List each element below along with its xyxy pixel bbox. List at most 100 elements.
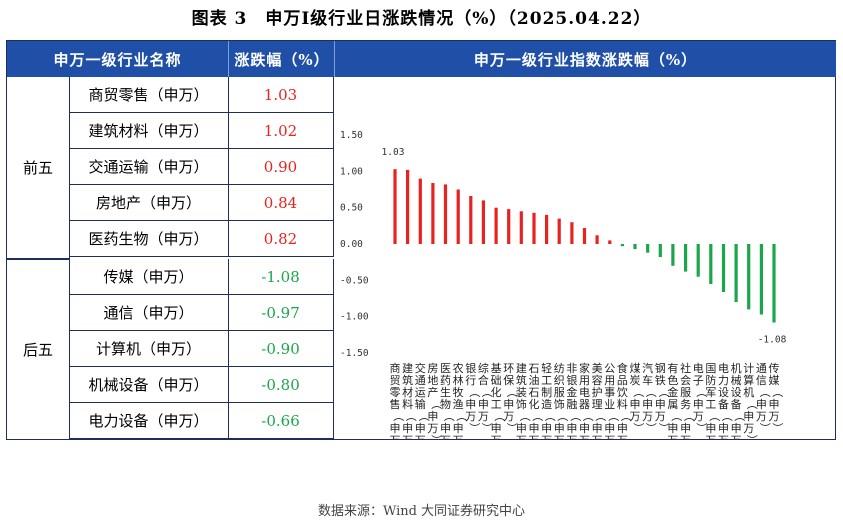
category-label-char: 申 xyxy=(667,422,678,435)
category-label-char: （ xyxy=(657,387,670,398)
y-tick-label: -1.50 xyxy=(340,348,369,359)
category-label-char: 万 xyxy=(541,434,552,439)
category-label-char: 万 xyxy=(579,434,590,439)
category-label-char: 铁 xyxy=(655,374,666,387)
change-pct: -0.80 xyxy=(228,367,334,403)
category-label-char: 申 xyxy=(516,422,527,435)
category-label-char: 万 xyxy=(592,434,603,439)
category-label-char: 械 xyxy=(731,373,742,387)
category-label-char: （ xyxy=(632,387,645,398)
category-label-char: 事 xyxy=(604,386,615,399)
category-label-char: 传 xyxy=(769,362,780,375)
category-label-char: 申 xyxy=(718,422,729,435)
category-label-char: （ xyxy=(771,387,784,398)
category-label-char: 万 xyxy=(642,410,653,423)
category-label-char: 万 xyxy=(465,410,476,423)
table-row: 计算机（申万） -0.90 xyxy=(69,331,334,367)
category-label-char: （ xyxy=(695,387,708,398)
category-label-char: 机 xyxy=(731,361,742,375)
category-label-char: 贸 xyxy=(390,374,401,387)
category-label-char: 申 xyxy=(769,398,780,411)
category-label-char: 工 xyxy=(541,374,552,387)
category-label-char: 商 xyxy=(390,361,401,375)
chart-title: 申万一级行业指数涨跌幅（%） xyxy=(334,41,836,77)
category-label-char: 万 xyxy=(731,434,742,439)
category-label-char: 钢 xyxy=(655,362,666,375)
category-label-char: 织 xyxy=(554,374,565,387)
category-label-char: 申 xyxy=(592,422,603,435)
category-label-char: 电 xyxy=(579,386,590,399)
category-label-char: ） xyxy=(746,435,759,440)
category-label-char: 申 xyxy=(705,422,716,435)
category-label-char: ） xyxy=(632,423,645,434)
industry-name: 通信（申万） xyxy=(69,295,229,331)
category-label-char: 万 xyxy=(667,434,678,439)
category-label-char: ） xyxy=(506,423,519,434)
category-label-char: 万 xyxy=(604,434,615,439)
bar xyxy=(532,212,536,244)
category-label-char: 通 xyxy=(415,374,426,387)
category-label-char: （ xyxy=(493,411,506,422)
bar xyxy=(696,244,700,277)
category-label-char: 申 xyxy=(630,398,641,411)
category-label-char: 申 xyxy=(427,410,438,423)
category-label-char: 化 xyxy=(491,385,502,399)
category-label-char: （ xyxy=(544,411,557,422)
industry-name: 传媒（申万） xyxy=(69,259,229,295)
industry-name: 电力设备（申万） xyxy=(69,403,229,439)
category-label-char: 渔 xyxy=(453,398,464,411)
bar xyxy=(608,240,612,244)
table-row: 房地产（申万） 0.84 xyxy=(69,185,334,221)
category-label-char: 工 xyxy=(705,398,716,411)
y-tick-label: 1.00 xyxy=(340,166,363,177)
category-label-char: 有 xyxy=(667,361,678,375)
category-label-char: 基 xyxy=(491,362,502,375)
bar xyxy=(469,196,473,244)
category-label-char: 申 xyxy=(402,422,413,435)
bar xyxy=(582,228,587,244)
y-tick-label: -1.00 xyxy=(340,312,369,323)
bar xyxy=(620,244,624,247)
category-label-char: 万 xyxy=(630,410,641,423)
category-label-char: 申 xyxy=(731,422,742,435)
category-label-char: （ xyxy=(518,411,531,422)
category-label-char: 社 xyxy=(680,361,691,375)
bar xyxy=(671,244,675,266)
category-label-char: 食 xyxy=(617,361,628,375)
category-label-char: 装 xyxy=(516,386,527,399)
category-label-char: 军 xyxy=(705,386,716,399)
category-label-char: 牧 xyxy=(453,385,464,399)
category-label-char: 药 xyxy=(440,374,451,387)
bar xyxy=(658,244,662,258)
bar xyxy=(443,184,448,244)
category-label-char: （ xyxy=(720,411,733,422)
category-label-char: 房 xyxy=(427,362,438,375)
category-label-char: 煤 xyxy=(630,362,641,375)
category-label-char: 筑 xyxy=(516,373,527,387)
category-label-char: （ xyxy=(569,411,582,422)
category-label-char: 汽 xyxy=(642,361,653,375)
category-label-char: 器 xyxy=(579,398,590,411)
category-label-char: （ xyxy=(733,411,746,422)
category-label-char: 纺 xyxy=(554,361,565,375)
header-change-pct: 涨跌幅（%） xyxy=(228,41,335,77)
category-label-char: 万 xyxy=(478,410,489,423)
category-label-char: （ xyxy=(392,411,405,422)
category-label-char: 申 xyxy=(465,398,476,411)
category-label-char: 理 xyxy=(592,398,603,411)
bar xyxy=(734,244,738,303)
category-label-char: 万 xyxy=(528,434,539,439)
category-label-char: 设 xyxy=(718,386,729,399)
category-label-char: ） xyxy=(468,423,481,434)
y-tick-label: -0.50 xyxy=(340,275,369,286)
category-label-char: 申 xyxy=(579,422,590,435)
category-label-char: 申 xyxy=(680,422,691,435)
category-label-char: 计 xyxy=(743,362,754,375)
figure-frame: 申万一级行业名称 涨跌幅（%） 申万一级行业指数涨跌幅（%） 前五 后五 商贸零… xyxy=(6,40,836,440)
category-label-char: 业 xyxy=(604,398,615,411)
category-label-char: 材 xyxy=(402,385,413,399)
category-label-char: （ xyxy=(619,411,632,422)
bar xyxy=(633,244,637,250)
bar xyxy=(772,244,776,323)
category-label-char: 万 xyxy=(440,434,451,439)
